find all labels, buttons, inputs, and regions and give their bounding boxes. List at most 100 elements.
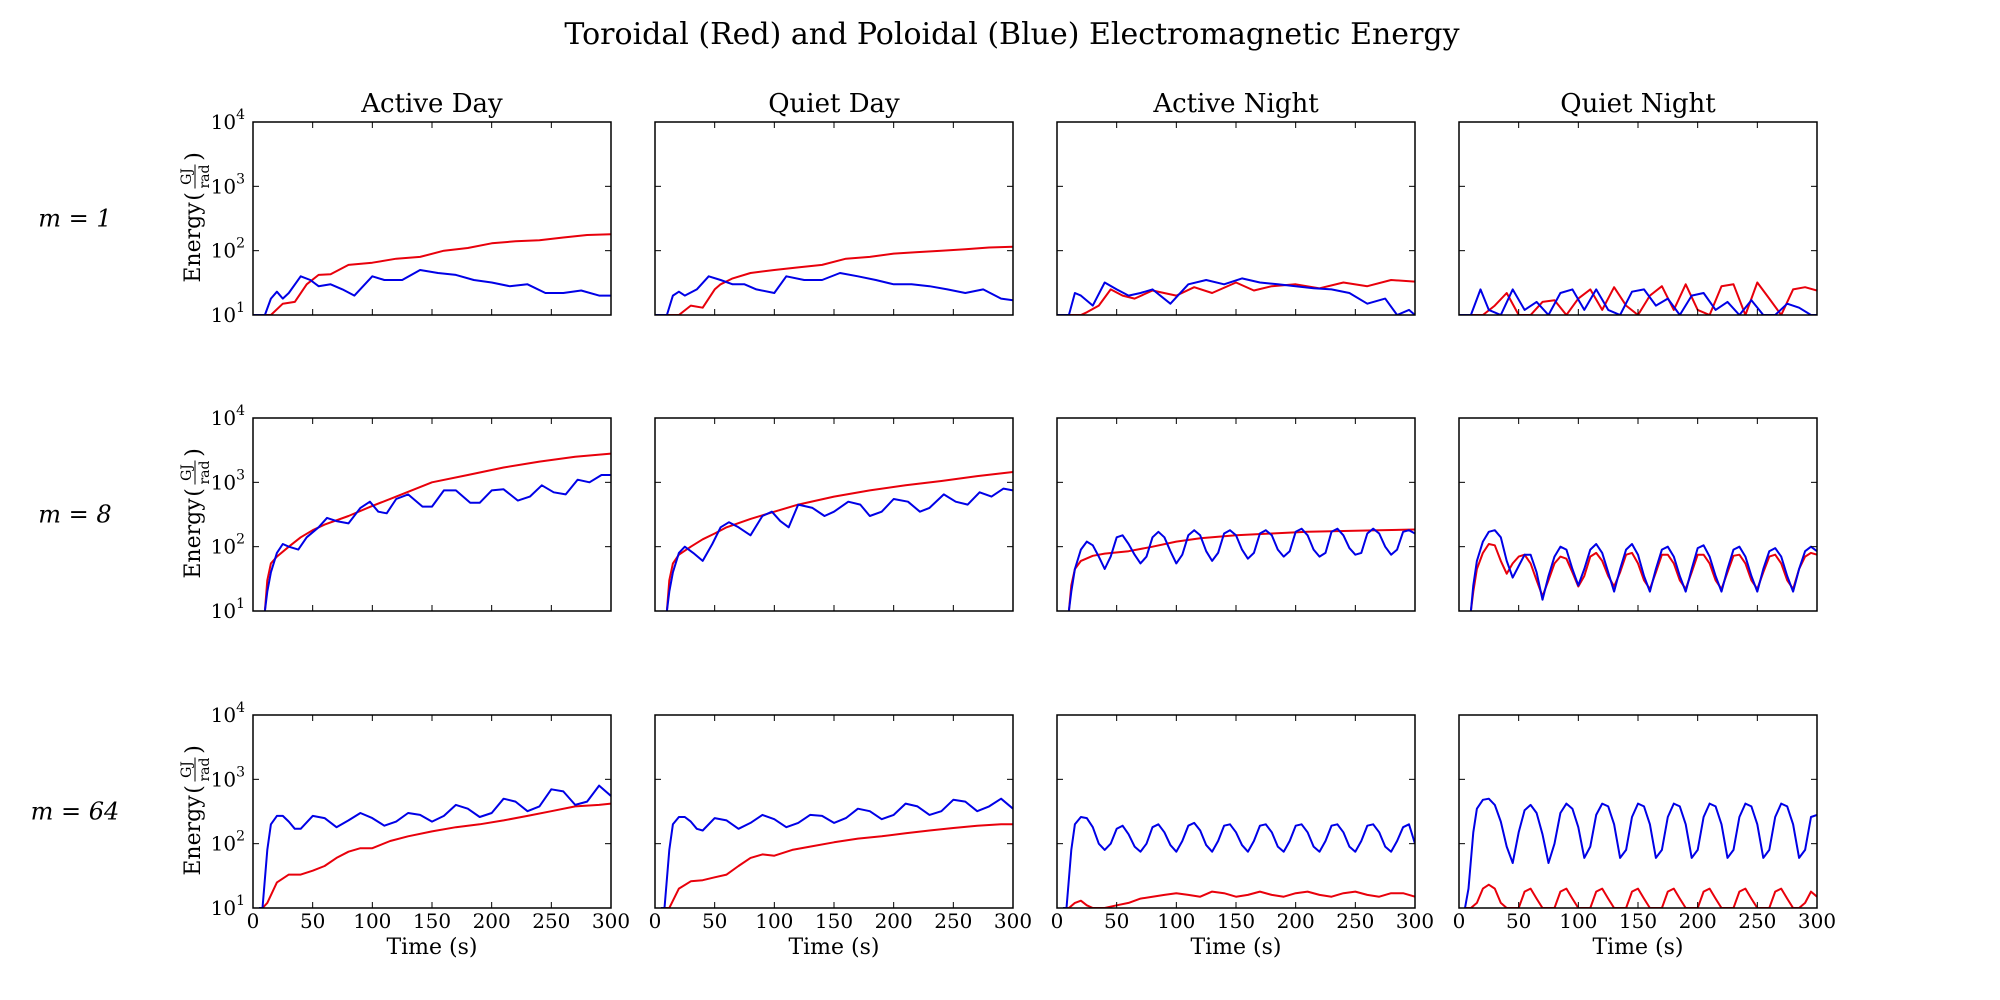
toroidal-series-line — [1057, 279, 1415, 315]
x-tick-label: 150 — [1619, 909, 1657, 933]
y-tick-label: 102 — [211, 532, 245, 559]
poloidal-series-line — [1057, 277, 1415, 315]
y-tick-label: 104 — [211, 700, 245, 727]
y-tick-label: 101 — [211, 893, 245, 920]
plot-frame — [252, 714, 612, 909]
x-tick-label: 250 — [1336, 909, 1374, 933]
x-tick-label: 200 — [1277, 909, 1315, 933]
x-tick-label: 50 — [1506, 909, 1531, 933]
poloidal-series-line — [1469, 529, 1817, 611]
x-tick-label: 150 — [815, 909, 853, 933]
toroidal-series-line — [655, 245, 1013, 315]
y-axis-paren: ( — [182, 192, 207, 201]
column-title: Active Night — [1152, 89, 1319, 119]
panel-r0-c1 — [654, 121, 1014, 316]
toroidal-series-line — [1459, 281, 1817, 315]
x-tick-label: 300 — [1396, 909, 1434, 933]
x-axis-label: Time (s) — [386, 935, 477, 960]
y-tick-label: 103 — [211, 171, 245, 198]
x-tick-label: 50 — [702, 909, 727, 933]
y-tick-label: 103 — [211, 764, 245, 791]
y-axis-unit-numerator: GJ — [179, 168, 195, 185]
x-tick-label: 0 — [1051, 909, 1064, 933]
toroidal-series-line — [1067, 528, 1415, 611]
x-axis-label: Time (s) — [1190, 935, 1281, 960]
y-axis-unit-denominator: rad — [197, 757, 213, 781]
poloidal-series-line — [1459, 288, 1817, 315]
x-tick-label: 100 — [1559, 909, 1597, 933]
plot-frame — [1458, 417, 1818, 612]
row-label: m = 64 — [31, 798, 120, 826]
column-title: Quiet Night — [1560, 89, 1716, 119]
x-tick-label: 200 — [473, 909, 511, 933]
poloidal-series-line — [259, 784, 611, 908]
x-axis-label: Time (s) — [1592, 935, 1683, 960]
panel-r2-c3: 0 50 100 150 200 250 300 Time (s) — [1453, 714, 1836, 960]
toroidal-series-line — [661, 823, 1013, 908]
poloidal-series-line — [1464, 797, 1817, 908]
x-tick-label: 100 — [353, 909, 391, 933]
poloidal-series-line — [263, 474, 611, 611]
panel-r1-c3 — [1458, 417, 1818, 612]
x-tick-label: 100 — [755, 909, 793, 933]
poloidal-series-line — [253, 269, 611, 315]
panel-r1-c2 — [1056, 417, 1416, 612]
y-axis-label: Energy( GJ rad) — [179, 745, 213, 875]
x-tick-label: 0 — [1453, 909, 1466, 933]
y-axis-unit-numerator: GJ — [179, 464, 195, 481]
x-tick-label: 150 — [1217, 909, 1255, 933]
plot-frame — [654, 417, 1014, 612]
y-tick-label: 101 — [211, 300, 245, 327]
toroidal-series-line — [665, 471, 1013, 611]
y-tick-label: 104 — [211, 107, 245, 134]
x-tick-label: 250 — [532, 909, 570, 933]
panel-r0-c2 — [1056, 121, 1416, 316]
x-tick-label: 300 — [592, 909, 630, 933]
x-axis-label: Time (s) — [788, 935, 879, 960]
toroidal-series-line — [263, 452, 611, 611]
toroidal-series-line — [1063, 890, 1415, 908]
y-axis-paren: ( — [182, 785, 207, 794]
y-axis-paren: ) — [182, 448, 207, 457]
y-axis-paren: ( — [182, 488, 207, 497]
y-axis-label: Energy(GJ rad) — [179, 448, 213, 578]
x-tick-label: 0 — [247, 909, 260, 933]
y-axis-label: Energy(GJ rad) — [179, 152, 213, 282]
y-axis-label-text: Energy — [181, 498, 206, 579]
x-tick-label: 250 — [1738, 909, 1776, 933]
panel-r1-c1 — [654, 417, 1014, 612]
x-tick-label: 200 — [1679, 909, 1717, 933]
poloidal-series-line — [661, 797, 1013, 908]
panel-r2-c1: 0 50 100 150 200 250 300 Time (s) — [649, 714, 1032, 960]
x-tick-label: 300 — [994, 909, 1032, 933]
x-tick-label: 150 — [413, 909, 451, 933]
plot-frame — [1056, 417, 1416, 612]
panel-r0-c3 — [1458, 121, 1818, 316]
plot-frame — [1056, 714, 1416, 909]
toroidal-series-line — [253, 233, 611, 315]
y-tick-label: 101 — [211, 596, 245, 623]
y-tick-label: 104 — [211, 403, 245, 430]
plot-frame — [1458, 714, 1818, 909]
y-axis-paren: ) — [182, 745, 207, 754]
plot-frame — [252, 417, 612, 612]
y-tick-label: 103 — [211, 467, 245, 494]
y-axis-label-text: Energy — [181, 202, 206, 283]
plot-frame — [1458, 121, 1818, 316]
y-axis-label-text: Energy — [181, 795, 206, 876]
row-label: m = 8 — [38, 501, 111, 529]
x-tick-label: 100 — [1157, 909, 1195, 933]
x-tick-label: 200 — [875, 909, 913, 933]
y-tick-label: 102 — [211, 829, 245, 856]
panel-r2-c2: 0 50 100 150 200 250 300 Time (s) — [1051, 714, 1434, 960]
toroidal-series-line — [1465, 883, 1817, 908]
poloidal-series-line — [655, 272, 1013, 315]
y-axis-unit-numerator: GJ — [179, 761, 195, 778]
plot-frame — [654, 121, 1014, 316]
y-tick-label: 102 — [211, 236, 245, 263]
y-axis-paren: ) — [182, 152, 207, 161]
column-title: Quiet Day — [768, 89, 900, 119]
